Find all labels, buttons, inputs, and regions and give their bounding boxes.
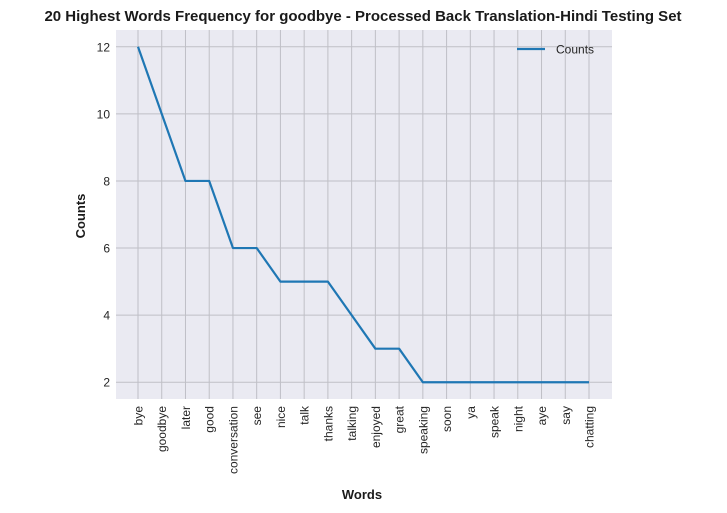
x-tick-label: talking <box>345 406 359 441</box>
chart-title: 20 Highest Words Frequency for goodbye -… <box>44 8 681 25</box>
y-tick-label: 4 <box>103 309 110 323</box>
grid-lines <box>116 30 612 399</box>
y-tick-label: 12 <box>97 40 111 54</box>
x-tick-label: see <box>250 406 264 426</box>
x-tick-label: talk <box>298 405 312 425</box>
x-tick-label: bye <box>132 406 146 426</box>
x-tick-label: ya <box>464 406 478 419</box>
x-tick-label: chatting <box>583 406 597 448</box>
x-tick-label: soon <box>440 406 454 432</box>
y-axis-label: Counts <box>73 194 88 239</box>
y-tick-label: 6 <box>103 242 110 256</box>
x-tick-label: night <box>511 405 525 432</box>
x-tick-label: aye <box>535 406 549 426</box>
x-tick-label: enjoyed <box>369 406 383 448</box>
x-tick-label: great <box>393 405 407 433</box>
x-tick-label: later <box>179 406 193 429</box>
y-axis-ticks: 2 4 6 8 10 12 <box>97 40 111 389</box>
x-tick-label: good <box>203 406 217 433</box>
legend-label-counts: Counts <box>556 43 594 57</box>
x-axis-ticks: bye goodbye later good conversation see nice ta… <box>132 405 597 474</box>
x-tick-label: thanks <box>321 406 335 441</box>
y-tick-label: 10 <box>97 107 111 121</box>
x-tick-label: nice <box>274 406 288 428</box>
x-tick-label: speaking <box>416 406 430 454</box>
x-tick-label: conversation <box>226 406 240 474</box>
y-tick-label: 8 <box>103 174 110 188</box>
x-axis-label: Words <box>342 487 382 502</box>
x-tick-label: speak <box>488 405 502 438</box>
series-line-counts <box>136 46 589 384</box>
legend: Counts <box>517 43 594 57</box>
plot-area <box>116 30 612 399</box>
y-tick-label: 2 <box>103 376 110 390</box>
x-tick-label: say <box>559 406 573 425</box>
x-tick-label: goodbye <box>155 406 169 452</box>
